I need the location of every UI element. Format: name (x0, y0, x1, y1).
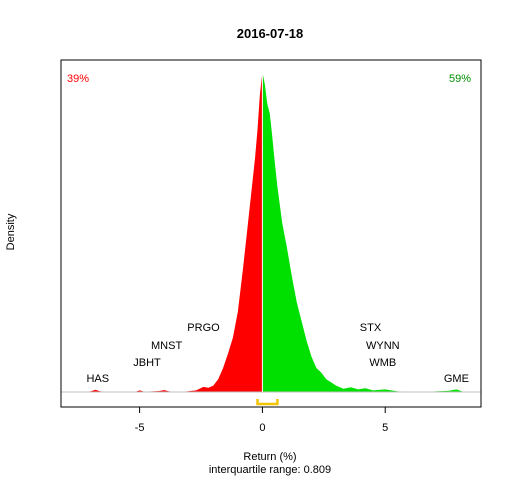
ticker-label: STX (360, 322, 382, 334)
x-axis: -5 0 5 (135, 407, 388, 434)
ticker-label: WMB (369, 357, 396, 369)
ticker-label: MNST (151, 340, 182, 352)
y-axis-label: Density (5, 213, 17, 250)
negative-pct-label: 39% (67, 73, 89, 85)
plot-frame (60, 59, 482, 408)
ticker-label: GME (444, 373, 469, 385)
negative-density-area (78, 72, 263, 392)
x-tick-label: 5 (382, 422, 388, 434)
positive-pct-label: 59% (449, 73, 471, 85)
ticker-label: HAS (86, 373, 109, 385)
ticker-label: PRGO (187, 322, 220, 334)
iqr-subtitle: interquartile range: 0.809 (209, 464, 331, 476)
positive-density-area (262, 72, 464, 392)
x-tick-label: -5 (135, 422, 145, 434)
chart-title: 2016-07-18 (237, 26, 304, 41)
iqr-bracket (256, 399, 279, 406)
x-tick-label: 0 (259, 422, 265, 434)
plot-area: HAS JBHT MNST PRGO STX WYNN WMB GME (61, 72, 481, 406)
x-axis-label: Return (%) (243, 451, 296, 463)
ticker-label: JBHT (133, 357, 161, 369)
ticker-label: WYNN (366, 340, 400, 352)
